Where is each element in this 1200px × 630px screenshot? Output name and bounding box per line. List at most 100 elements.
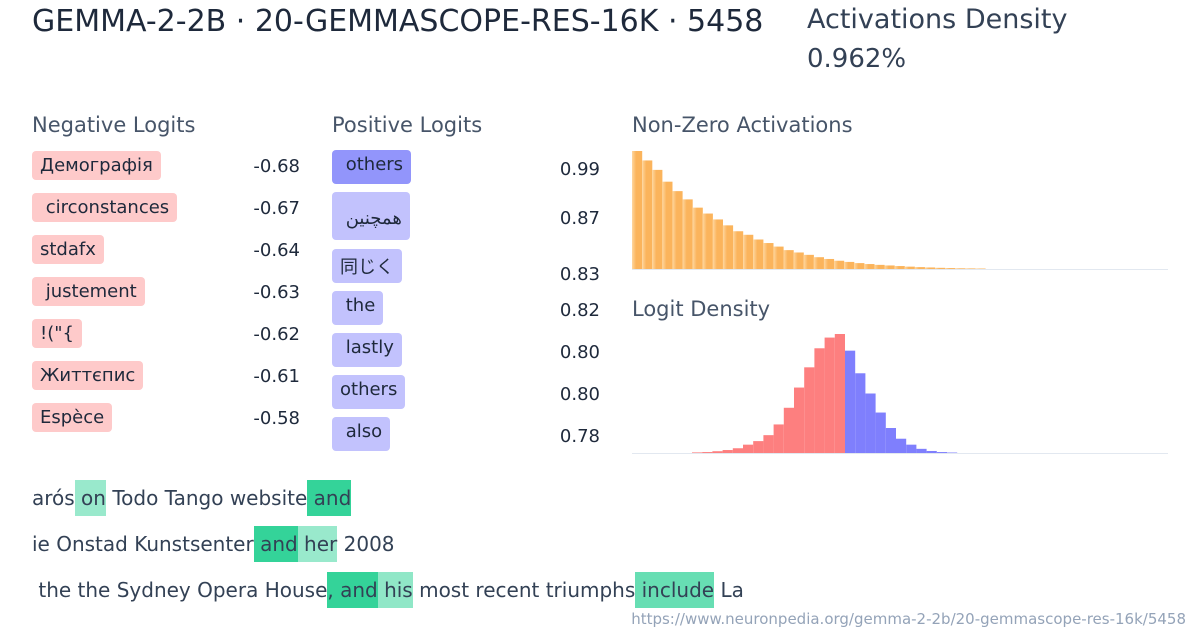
activation-bar — [894, 266, 905, 269]
negative-logit-token: Життєпис — [32, 361, 144, 390]
activation-bar — [722, 225, 734, 269]
activation-bar — [955, 268, 966, 269]
positive-logit-bar — [865, 393, 876, 453]
negative-logit-bar — [814, 348, 825, 453]
positive-logit-bar — [916, 448, 927, 453]
activation-bar — [945, 268, 956, 269]
positive-logit-bar — [845, 350, 856, 453]
positive-logit-bar — [875, 412, 886, 453]
positive-logit-token: 同じく — [332, 249, 402, 283]
activation-bar — [702, 213, 713, 269]
negative-logit-token: justement — [32, 277, 145, 306]
positive-logit-token: also — [332, 417, 391, 451]
activation-bar — [662, 181, 673, 269]
context-token: most recent triumphs — [412, 578, 636, 602]
negative-logit-token: Espèce — [32, 403, 113, 432]
activation-bar — [652, 169, 663, 269]
negative-logit-bar — [743, 444, 754, 453]
negative-logit-bar — [783, 407, 794, 453]
positive-logit-token: others — [332, 150, 412, 184]
negative-logit-value: -0.64 — [253, 240, 300, 261]
negative-logit-token: !("{ — [32, 319, 82, 348]
context-token: 2008 — [337, 532, 395, 556]
negative-logit-token: Демографія — [32, 151, 161, 180]
negative-logits-heading: Negative Logits — [32, 113, 196, 137]
negative-logit-bar — [712, 451, 723, 453]
positive-logit-bar — [885, 428, 896, 453]
positive-logit-value: 0.80 — [559, 342, 600, 363]
activation-bar — [965, 268, 976, 269]
activation-bar — [783, 250, 794, 269]
positive-logit-token: همچنین — [332, 192, 410, 240]
activating-token: , — [327, 572, 334, 608]
positive-logit-bar — [906, 444, 917, 453]
nonzero-activations-histogram — [632, 151, 1168, 270]
positive-logit-token: lastly — [332, 333, 402, 367]
negative-logit-value: -0.63 — [253, 282, 300, 303]
positive-logit-value: 0.82 — [559, 300, 600, 321]
activation-bar — [743, 234, 754, 269]
negative-logit-bar — [753, 441, 764, 453]
activation-bar — [884, 265, 895, 269]
context-token: La — [714, 578, 744, 602]
negative-logit-value: -0.61 — [253, 366, 300, 387]
activation-bar — [753, 239, 764, 269]
activating-token: his — [377, 572, 413, 608]
negative-logit-bar — [773, 424, 784, 453]
activation-bar — [672, 191, 683, 269]
negative-logit-value: -0.62 — [253, 324, 300, 345]
activation-bar — [712, 219, 723, 269]
activation-bar — [924, 267, 936, 269]
activation-bar — [823, 258, 835, 269]
context-token: arós — [32, 486, 75, 510]
negative-logit-value: -0.68 — [253, 156, 300, 177]
negative-logit-bar — [834, 334, 845, 453]
activation-bar — [733, 231, 744, 269]
negative-logit-value: -0.67 — [253, 198, 300, 219]
activating-token: and — [333, 572, 378, 608]
activation-bar — [793, 252, 804, 269]
context-token: ie Onstad Kunstsenter — [32, 532, 254, 556]
activation-bar — [803, 254, 814, 269]
negative-logit-value: -0.58 — [253, 408, 300, 429]
activation-bar — [935, 267, 946, 269]
positive-logit-value: 0.87 — [559, 208, 600, 229]
negative-logit-token: stdafx — [32, 235, 104, 264]
positive-logit-value: 0.80 — [559, 384, 600, 405]
activation-bar — [834, 260, 845, 269]
negative-logit-bar — [692, 452, 703, 453]
activation-bar — [632, 151, 643, 269]
positive-logit-value: 0.99 — [559, 159, 600, 180]
example-line: ie Onstad Kunstsenter and her 2008 — [32, 526, 395, 562]
density-value: 0.962% — [807, 44, 907, 74]
negative-logit-bar — [804, 367, 815, 453]
negative-logit-bar — [732, 448, 743, 453]
activation-bar — [763, 243, 774, 269]
activation-bar — [844, 261, 855, 269]
positive-logits-heading: Positive Logits — [332, 113, 483, 137]
activation-bar — [692, 207, 703, 269]
context-token: Todo Tango website — [105, 486, 308, 510]
negative-logit-bar — [794, 387, 805, 453]
activation-bar — [874, 264, 885, 269]
logit-density-histogram — [632, 334, 1168, 454]
negative-logit-bar — [763, 435, 774, 453]
source-url[interactable]: https://www.neuronpedia.org/gemma-2-2b/2… — [631, 610, 1186, 628]
activating-token: and — [253, 526, 298, 562]
negative-logit-bar — [702, 452, 713, 453]
negative-logit-bar — [824, 337, 835, 453]
negative-logit-token: circonstances — [32, 193, 178, 222]
logit-density-heading: Logit Density — [632, 297, 771, 321]
positive-logit-token: the — [332, 291, 384, 325]
page-title: GEMMA-2-2B · 20-GEMMASCOPE-RES-16K · 545… — [32, 4, 764, 39]
activation-bar — [864, 264, 875, 269]
positive-logit-bar — [936, 452, 947, 453]
positive-logit-value: 0.83 — [559, 264, 600, 285]
activating-token: and — [307, 480, 352, 516]
activation-bar — [682, 199, 693, 269]
example-line: the the Sydney Opera House, and his most… — [32, 572, 744, 608]
activation-bar — [813, 257, 824, 269]
activating-token: on — [74, 480, 106, 516]
positive-logit-bar — [855, 373, 866, 453]
activation-bar — [642, 160, 653, 269]
